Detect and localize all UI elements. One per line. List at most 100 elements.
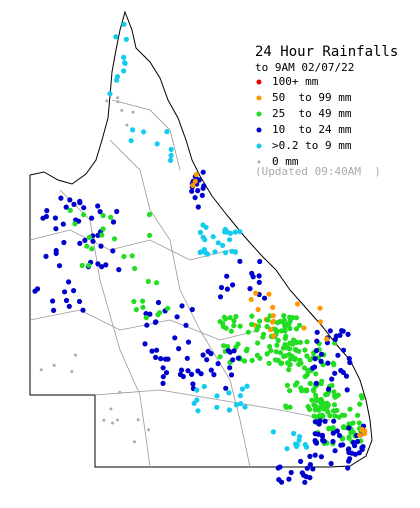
station-dot bbox=[77, 240, 83, 246]
station-dot bbox=[168, 157, 174, 163]
station-dot bbox=[316, 407, 322, 413]
station-dot bbox=[237, 393, 243, 399]
station-dot bbox=[228, 372, 235, 378]
station-dot bbox=[128, 138, 134, 144]
station-dot bbox=[340, 442, 346, 448]
station-dot bbox=[133, 440, 136, 444]
station-dot bbox=[294, 301, 301, 307]
station-dot bbox=[302, 347, 308, 353]
station-dot bbox=[110, 248, 116, 254]
station-dot bbox=[198, 371, 204, 377]
station-dot bbox=[226, 390, 232, 396]
station-dot bbox=[235, 355, 241, 361]
station-dot bbox=[297, 339, 303, 345]
station-dot bbox=[318, 358, 324, 364]
station-dot bbox=[120, 108, 124, 112]
station-dot bbox=[192, 195, 198, 201]
station-dot bbox=[342, 412, 348, 418]
station-dot bbox=[76, 298, 83, 305]
station-dot bbox=[313, 392, 319, 398]
station-dot bbox=[208, 367, 214, 373]
station-dot bbox=[286, 367, 292, 373]
station-dot bbox=[307, 453, 313, 459]
station-dot bbox=[143, 315, 149, 321]
station-dot bbox=[232, 229, 238, 235]
station-dot bbox=[313, 440, 320, 446]
station-dot bbox=[95, 261, 101, 267]
station-dot bbox=[345, 447, 351, 453]
station-dot bbox=[313, 348, 319, 354]
legend-label: 0 mm bbox=[272, 155, 299, 168]
legend-dot bbox=[256, 79, 262, 85]
station-dot bbox=[192, 178, 198, 184]
station-dot bbox=[285, 345, 291, 351]
station-dot bbox=[89, 215, 95, 221]
station-dot bbox=[189, 371, 195, 377]
station-dot bbox=[317, 319, 323, 325]
station-dot bbox=[89, 246, 95, 252]
station-dot bbox=[189, 306, 195, 313]
station-dot bbox=[58, 195, 64, 201]
station-dot bbox=[249, 313, 255, 319]
station-dot bbox=[317, 305, 323, 311]
station-dot bbox=[189, 188, 195, 194]
station-dot bbox=[268, 348, 274, 354]
station-dot bbox=[185, 339, 192, 345]
station-dot bbox=[307, 462, 313, 468]
station-dot bbox=[357, 401, 363, 407]
legend-dot bbox=[256, 127, 262, 133]
station-dot bbox=[224, 286, 230, 292]
station-dot bbox=[233, 313, 239, 320]
station-dot bbox=[178, 367, 185, 373]
station-dot bbox=[287, 325, 293, 332]
station-dot bbox=[146, 232, 153, 238]
station-dot bbox=[321, 406, 327, 412]
station-dot bbox=[80, 307, 86, 313]
station-dot bbox=[190, 381, 196, 387]
station-dot bbox=[333, 333, 339, 339]
station-dot bbox=[158, 356, 164, 362]
station-dot bbox=[314, 338, 320, 344]
station-dot bbox=[327, 328, 333, 334]
station-dot bbox=[346, 356, 352, 362]
station-dot bbox=[264, 351, 270, 357]
station-dot bbox=[334, 407, 340, 413]
legend-dot bbox=[257, 160, 261, 164]
station-dot bbox=[325, 360, 331, 366]
station-dot bbox=[110, 219, 117, 225]
station-dot bbox=[288, 469, 294, 476]
station-dot bbox=[356, 420, 362, 426]
station-dot bbox=[131, 298, 137, 305]
station-dot bbox=[296, 322, 303, 328]
station-dot bbox=[291, 430, 297, 437]
station-dot bbox=[165, 305, 171, 311]
station-dot bbox=[357, 432, 363, 438]
station-dot bbox=[43, 253, 49, 259]
station-dot bbox=[99, 232, 105, 238]
station-dot bbox=[352, 451, 358, 457]
station-dot bbox=[121, 68, 127, 74]
station-dot bbox=[257, 258, 263, 265]
station-dot bbox=[324, 336, 330, 342]
station-dot bbox=[237, 323, 243, 329]
station-dot bbox=[336, 414, 342, 420]
station-dot bbox=[322, 418, 328, 424]
station-dot bbox=[346, 435, 352, 441]
station-dot bbox=[355, 412, 361, 418]
station-dot bbox=[220, 242, 226, 248]
station-dot bbox=[269, 319, 276, 325]
station-dot bbox=[160, 374, 166, 380]
station-dot bbox=[217, 354, 223, 360]
station-dot bbox=[154, 347, 160, 353]
station-dot bbox=[70, 370, 74, 373]
station-dot bbox=[67, 197, 73, 203]
station-dot bbox=[270, 429, 276, 435]
station-dot bbox=[287, 314, 293, 320]
station-dot bbox=[310, 387, 317, 393]
station-dot bbox=[321, 438, 327, 444]
station-dot bbox=[267, 343, 273, 350]
station-dot bbox=[204, 251, 211, 257]
station-dot bbox=[346, 425, 352, 431]
station-dot bbox=[34, 286, 41, 292]
station-dot bbox=[224, 229, 231, 235]
